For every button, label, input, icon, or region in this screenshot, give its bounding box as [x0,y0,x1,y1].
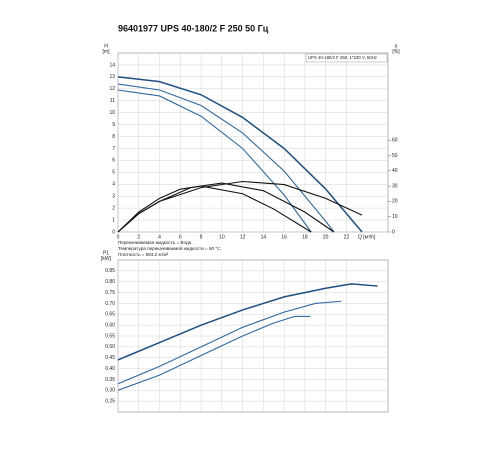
x-tick-label: 4 [158,234,161,240]
y2-axis-label: η [395,43,398,49]
y-tick-label: 0 [112,229,115,235]
y-tick-label: 0.75 [105,290,115,296]
curve [117,83,335,233]
y2-tick-label: 40 [392,168,398,174]
y-tick-label: 5 [112,170,115,176]
y-axis-label: [kW] [101,256,112,262]
y-tick-label: 7 [112,146,115,152]
curve [117,315,311,391]
y-tick-label: 0.55 [105,333,115,339]
y-tick-label: 1 [112,217,115,223]
y2-tick-label: 20 [392,199,398,205]
legend-box [305,53,388,63]
y-tick-label: 0.70 [105,301,115,307]
x-tick-label: 18 [302,234,308,240]
y2-tick-label: 0 [392,229,395,235]
y2-axis-label: [%] [392,49,400,55]
curve [117,76,363,233]
y-tick-label: 14 [109,62,115,68]
y-axis-label: H [104,43,108,49]
y2-tick-label: 30 [392,183,398,189]
x-tick-label: 8 [200,234,203,240]
x-tick-label: 0 [117,234,120,240]
y-tick-label: 0.45 [105,355,115,361]
x-tick-label: 6 [179,234,182,240]
y-tick-label: 3 [112,194,115,200]
y-tick-label: 0.85 [105,268,115,274]
y-tick-label: 0.50 [105,344,115,350]
y-tick-label: 0.65 [105,312,115,318]
y-tick-label: 9 [112,122,115,128]
y-tick-label: 8 [112,134,115,140]
y-tick-label: 2 [112,205,115,211]
y2-tick-label: 10 [392,214,398,220]
y-tick-label: 0.60 [105,322,115,328]
note: Температура перекачиваемой жидкости = 60… [118,245,221,251]
y-tick-label: 0.30 [105,388,115,394]
x-tick-label: 22 [344,234,350,240]
curve [117,283,378,361]
y-tick-label: 0.80 [105,279,115,285]
y-tick-label: 11 [110,98,115,104]
y-axis-label: P1 [103,250,109,256]
y-tick-label: 13 [109,74,115,80]
y-tick-label: 0.40 [105,366,115,372]
y-tick-label: 0.35 [105,377,115,383]
note: Плотность = 983.2 кг/м³ [118,252,169,257]
x-tick-label: 20 [323,234,329,240]
y-tick-label: 4 [112,182,115,188]
y-tick-label: 10 [109,110,115,116]
legend-text: UPS 40-180/2 F 250, 1*230 V, 50Hz [308,55,377,60]
x-tick-label: 16 [281,234,287,240]
y-tick-label: 12 [109,86,115,92]
y-tick-label: 6 [112,158,115,164]
x-tick-label: 14 [261,234,267,240]
y2-tick-label: 60 [392,138,398,144]
note: Перекачиваемая жидкость = Вода [118,240,192,245]
y2-tick-label: 50 [392,153,398,159]
curve [117,182,335,233]
curve [117,89,312,233]
x-tick-label: 10 [219,234,225,240]
x-tick-label: 12 [240,234,246,240]
y-axis-label: [m] [103,49,111,55]
y-tick-label: 0.25 [105,398,115,404]
curve [117,300,342,385]
curve [117,185,312,233]
chart-title: 96401977 UPS 40-180/2 F 250 50 Гц [118,23,269,33]
x-axis-label: Q [м³/h] [358,234,376,240]
x-tick-label: 2 [137,234,140,240]
